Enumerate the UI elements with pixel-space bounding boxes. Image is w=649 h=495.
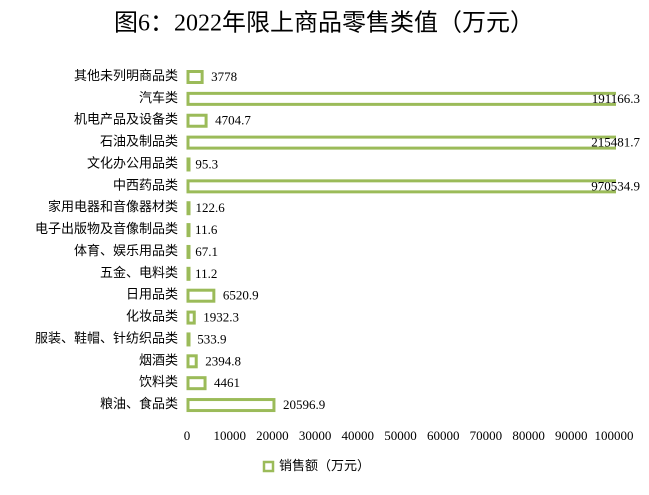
bar [186,266,191,281]
bar [186,201,191,216]
y-tick-label: 家用电器和音像器材类 [48,199,178,214]
bar [186,135,616,150]
x-tick-label: 90000 [555,428,588,443]
bar [186,223,191,238]
chart-title: 图6：2022年限上商品零售类值（万元） [114,10,534,37]
value-label: 122.6 [196,200,226,215]
value-label: 3778 [211,69,237,84]
value-label: 20596.9 [283,397,325,412]
y-tick-label: 服装、鞋帽、针纺织品类 [35,330,178,345]
bar [186,179,616,194]
bar [186,113,208,128]
x-tick-label: 80000 [512,428,545,443]
y-tick-label: 汽车类 [139,90,178,105]
y-tick-label: 烟酒类 [139,352,178,367]
y-tick-label: 文化办公用品类 [87,155,178,170]
y-tick-label: 机电产品及设备类 [74,112,178,127]
x-tick-label: 20000 [256,428,289,443]
bar [186,354,198,369]
y-tick-label: 体育、娱乐用品类 [74,243,178,258]
bar [186,398,276,413]
value-label: 11.2 [195,266,217,281]
value-label: 11.6 [195,222,218,237]
bar [186,70,204,84]
y-tick-label: 日用品类 [126,287,178,302]
y-tick-label: 中西药品类 [113,177,178,192]
x-tick-label: 50000 [384,428,417,443]
x-tick-label: 60000 [427,428,460,443]
value-label: 67.1 [195,244,218,259]
plot-area [186,70,616,413]
x-tick-label: 100000 [595,428,634,443]
x-tick-label: 10000 [213,428,246,443]
value-label: 215481.7 [591,135,640,150]
value-label: 970534.9 [591,178,640,193]
bar [186,244,191,259]
bar [186,376,207,391]
x-tick-label: 70000 [470,428,503,443]
y-tick-label: 其他未列明商品类 [74,68,178,83]
value-label: 4461 [214,375,240,390]
x-tick-label: 0 [184,428,191,443]
value-label: 4704.7 [215,113,251,128]
bar [186,157,191,172]
bar [186,91,616,106]
value-label: 1932.3 [203,310,239,325]
value-label: 6520.9 [223,288,259,303]
bar [186,310,196,325]
legend-label: 销售额（万元） [279,458,370,473]
legend-swatch [262,460,275,473]
value-label: 191166.3 [592,91,640,106]
x-tick-label: 40000 [342,428,375,443]
value-label: 2394.8 [205,353,241,368]
y-tick-label: 电子出版物及音像制品类 [35,221,178,236]
bar [186,288,216,303]
y-tick-label: 化妆品类 [126,309,178,324]
bar [186,332,191,347]
y-tick-label: 饮料类 [139,374,178,389]
y-tick-label: 粮油、食品类 [100,396,178,411]
value-label: 95.3 [195,156,218,171]
y-tick-label: 石油及制品类 [100,134,178,149]
x-tick-label: 30000 [299,428,332,443]
value-label: 533.9 [197,331,226,346]
y-tick-label: 五金、电料类 [100,265,178,280]
